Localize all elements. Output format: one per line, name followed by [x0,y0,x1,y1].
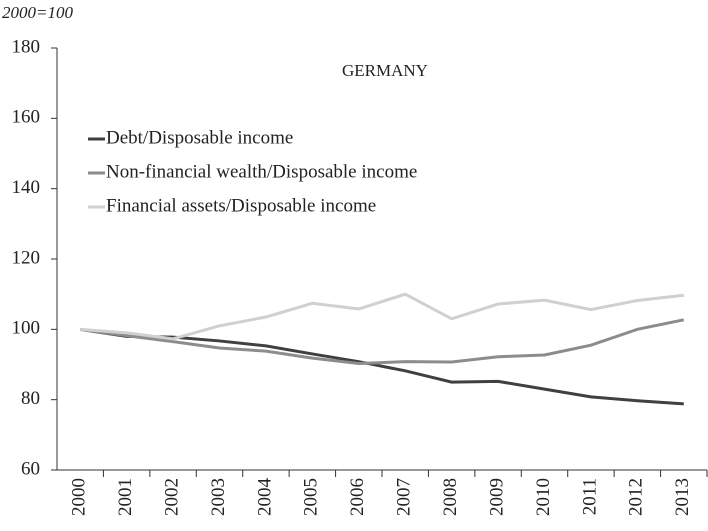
x-tick-label: 2007 [394,478,415,516]
x-tick-label: 2009 [486,478,507,516]
legend-label: Non-financial wealth/Disposable income [106,161,417,182]
x-tick-label: 2011 [579,478,600,515]
y-tick-label: 60 [21,458,40,479]
legend-label: Financial assets/Disposable income [106,195,376,216]
x-tick-label: 2010 [533,478,554,516]
x-tick-label: 2003 [208,478,229,516]
y-axis-label: 2000=100 [2,3,73,22]
y-tick-label: 180 [12,36,41,57]
x-tick-label: 2000 [69,478,90,516]
series-line [80,292,684,341]
x-tick-label: 2002 [161,478,182,516]
x-tick-label: 2008 [440,478,461,516]
legend-label: Debt/Disposable income [106,127,293,148]
y-tick-label: 80 [21,388,40,409]
y-tick-label: 120 [12,247,41,268]
x-tick-label: 2004 [254,478,275,517]
series-line [80,318,685,365]
x-tick-label: 2013 [672,478,693,516]
x-tick-label: 2001 [115,478,136,516]
x-tick-label: 2012 [626,478,647,516]
chart-title: GERMANY [342,61,428,80]
x-tick-label: 2005 [301,478,322,516]
y-tick-label: 100 [12,318,41,339]
y-tick-label: 160 [12,107,41,128]
y-tick-label: 140 [12,177,41,198]
x-tick-label: 2006 [347,478,368,516]
